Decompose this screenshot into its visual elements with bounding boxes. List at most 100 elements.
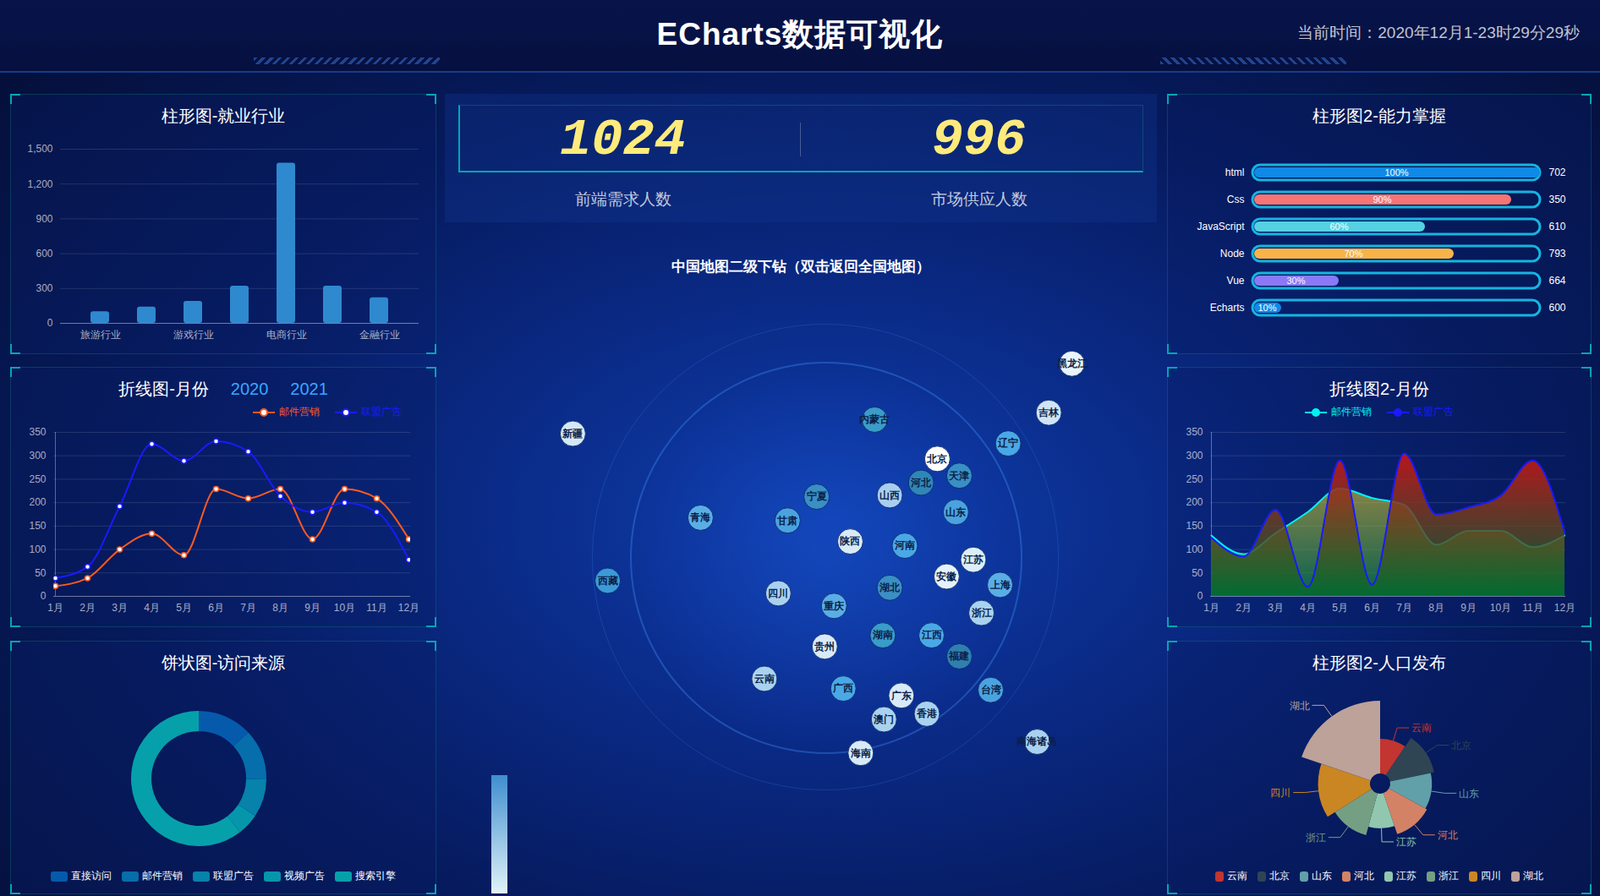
svg-text:350: 350 [28,426,46,439]
svg-text:四川: 四川 [1270,787,1291,800]
svg-text:四川: 四川 [767,587,789,600]
svg-text:350: 350 [1185,426,1203,439]
svg-text:1月: 1月 [47,602,64,614]
svg-text:香港: 香港 [915,707,938,720]
svg-text:70%: 70% [1343,248,1363,259]
svg-text:云南: 云南 [754,673,775,685]
svg-text:9月: 9月 [304,602,321,614]
svg-text:Node: Node [1220,247,1245,260]
svg-text:游戏行业: 游戏行业 [173,328,214,341]
svg-text:10月: 10月 [334,602,356,614]
svg-text:100: 100 [28,543,46,556]
svg-text:宁夏: 宁夏 [806,490,828,503]
svg-text:重庆: 重庆 [822,600,844,613]
svg-text:台湾: 台湾 [980,684,1002,696]
svg-text:浙江: 浙江 [1305,832,1327,844]
svg-text:300: 300 [28,449,46,462]
svg-text:广东: 广东 [890,690,912,702]
svg-text:澳门: 澳门 [872,713,894,726]
svg-text:山东: 山东 [1458,788,1480,800]
svg-text:安徽: 安徽 [936,570,958,583]
svg-text:1,500: 1,500 [27,142,53,155]
svg-text:150: 150 [28,520,46,532]
svg-text:江西: 江西 [920,629,943,642]
svg-text:7月: 7月 [240,602,257,614]
svg-text:广西: 广西 [832,682,854,695]
svg-text:350: 350 [1549,193,1567,206]
svg-text:100: 100 [1185,543,1203,556]
svg-text:河南: 河南 [893,539,916,552]
svg-text:上海: 上海 [989,579,1011,592]
svg-text:JavaScript: JavaScript [1196,220,1245,233]
svg-text:793: 793 [1549,247,1567,260]
svg-text:内蒙古: 内蒙古 [859,413,890,426]
svg-text:30%: 30% [1286,275,1305,286]
svg-text:250: 250 [28,473,46,486]
svg-text:0: 0 [47,317,54,329]
svg-text:浙江: 浙江 [970,607,992,620]
svg-text:北京: 北京 [1451,739,1472,752]
svg-text:50: 50 [34,567,47,580]
svg-text:5月: 5月 [175,602,192,614]
svg-text:300: 300 [35,282,53,295]
svg-text:江苏: 江苏 [1396,836,1417,849]
svg-text:8月: 8月 [1428,602,1445,614]
svg-text:1月: 1月 [1203,602,1220,614]
svg-text:辽宁: 辽宁 [997,437,1019,450]
svg-text:10%: 10% [1257,302,1277,313]
svg-text:6月: 6月 [208,602,225,614]
svg-text:天津: 天津 [947,470,970,483]
svg-text:青海: 青海 [689,511,711,524]
svg-text:6月: 6月 [1364,602,1381,614]
svg-text:0: 0 [1197,590,1204,603]
svg-text:610: 610 [1549,220,1567,233]
svg-text:9月: 9月 [1460,602,1477,614]
svg-text:html: html [1225,166,1245,179]
svg-text:10月: 10月 [1490,602,1512,614]
svg-text:4月: 4月 [143,602,160,614]
svg-text:湖南: 湖南 [871,629,894,642]
svg-text:河北: 河北 [1437,829,1458,842]
svg-text:600: 600 [1549,301,1567,314]
svg-text:2月: 2月 [79,602,96,614]
svg-text:150: 150 [1185,520,1203,532]
svg-text:贵州: 贵州 [813,641,835,653]
svg-text:702: 702 [1549,166,1567,179]
svg-text:电商行业: 电商行业 [266,328,307,341]
svg-text:Vue: Vue [1227,274,1245,287]
svg-text:200: 200 [1185,496,1203,509]
svg-text:湖北: 湖北 [878,581,901,594]
svg-text:湖北: 湖北 [1289,700,1310,713]
svg-text:900: 900 [35,213,53,225]
svg-text:Css: Css [1227,193,1245,206]
svg-text:50: 50 [1191,567,1204,580]
svg-text:11月: 11月 [366,602,387,614]
svg-text:60%: 60% [1329,221,1348,232]
svg-text:新疆: 新疆 [561,427,583,440]
svg-text:7月: 7月 [1396,602,1413,614]
svg-text:250: 250 [1185,473,1203,486]
svg-text:北京: 北京 [926,453,948,466]
svg-text:吉林: 吉林 [1037,406,1060,419]
svg-text:8月: 8月 [272,602,289,614]
svg-text:黑龙江: 黑龙江 [1056,357,1088,370]
svg-text:11月: 11月 [1522,602,1543,614]
svg-text:90%: 90% [1372,194,1392,205]
svg-text:5月: 5月 [1331,602,1348,614]
svg-text:河北: 河北 [909,476,932,489]
svg-text:664: 664 [1549,274,1567,287]
svg-text:甘肃: 甘肃 [776,515,798,527]
svg-text:3月: 3月 [1267,602,1284,614]
svg-text:南海诸岛: 南海诸岛 [1015,735,1058,748]
svg-text:3月: 3月 [111,602,128,614]
svg-text:江苏: 江苏 [962,553,984,566]
svg-text:海南: 海南 [849,747,872,760]
svg-text:山西: 山西 [879,489,900,502]
svg-text:12月: 12月 [398,602,420,614]
svg-text:200: 200 [28,496,46,509]
svg-text:2月: 2月 [1235,602,1252,614]
svg-text:Echarts: Echarts [1210,301,1245,314]
svg-text:4月: 4月 [1299,602,1316,614]
svg-text:300: 300 [1185,449,1203,462]
svg-text:0: 0 [40,590,47,603]
